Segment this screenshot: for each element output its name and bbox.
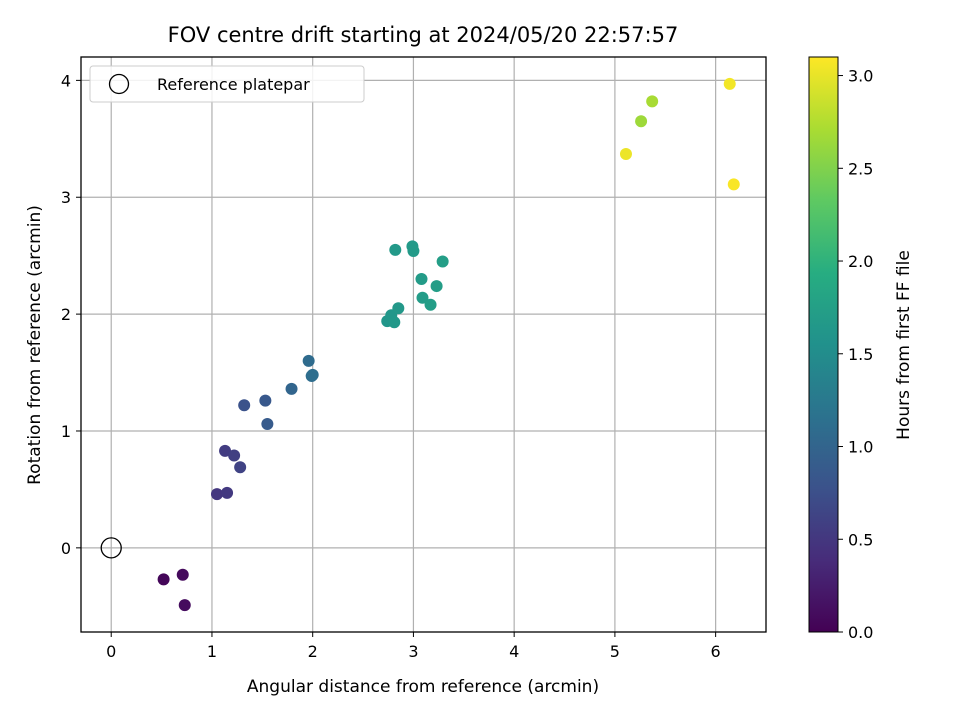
data-point [234,461,247,474]
data-point [285,382,298,395]
data-point [261,417,274,430]
colorbar-tick-label: 1.5 [848,345,873,364]
data-point [238,399,251,412]
data-point [415,273,428,286]
data-point [416,291,429,304]
y-tick-label: 4 [61,71,71,90]
data-point [407,245,420,258]
legend-label-reference-platepar: Reference platepar [157,75,310,94]
colorbar-gradient [808,56,839,633]
data-point [221,486,234,499]
y-tick-label: 0 [61,539,71,558]
colorbar-label: Hours from first FF file [894,250,914,440]
data-point [302,354,315,367]
data-point [635,115,648,128]
y-tick-label: 1 [61,422,71,441]
x-tick-label: 3 [408,642,418,661]
data-point [210,488,223,501]
data-point [389,243,402,256]
data-point [723,77,736,90]
data-point [727,178,740,191]
data-point [392,302,405,315]
colorbar-ticks: 0.0 0.5 1.0 1.5 2.0 2.5 3.0 [838,67,873,642]
x-tick-label: 6 [711,642,721,661]
colorbar: 0.0 0.5 1.0 1.5 2.0 2.5 3.0 Hours from first F… [808,56,914,642]
colorbar-tick-label: 0.0 [848,623,873,642]
x-tick-label: 2 [308,642,318,661]
data-points [100,77,740,612]
data-point [430,280,443,293]
legend: Reference platepar [89,65,365,103]
x-tick-label: 5 [610,642,620,661]
colorbar-tick-label: 2.5 [848,159,873,178]
data-point [219,444,232,457]
legend-marker-open-circle [108,73,130,95]
reference-platepar-marker [100,537,122,559]
data-point [646,95,659,108]
x-tick-label: 0 [106,642,116,661]
colorbar-tick-label: 2.0 [848,252,873,271]
data-point [388,316,401,329]
y-tick-label: 2 [61,305,71,324]
y-axis-label: Rotation from reference (arcmin) [25,205,45,485]
data-point [436,255,449,268]
data-point [424,298,437,311]
chart-title: FOV centre drift starting at 2024/05/20 … [168,23,679,47]
x-tick-label: 4 [509,642,519,661]
axis-ticks: 0 1 2 3 4 5 6 0 1 2 3 4 [61,71,721,661]
data-point [176,568,189,581]
plot-frame [80,56,767,633]
data-point [619,148,632,161]
colorbar-tick-label: 3.0 [848,67,873,86]
x-axis-label: Angular distance from reference (arcmin) [247,677,599,697]
colorbar-tick-label: 0.5 [848,530,873,549]
data-point [259,394,272,407]
grid-lines [81,57,766,632]
legend-box [89,65,365,103]
x-tick-label: 1 [207,642,217,661]
data-point [157,573,170,586]
y-tick-label: 3 [61,188,71,207]
data-point [178,599,191,612]
data-point [306,368,319,381]
colorbar-tick-label: 1.0 [848,438,873,457]
data-point [228,449,241,462]
